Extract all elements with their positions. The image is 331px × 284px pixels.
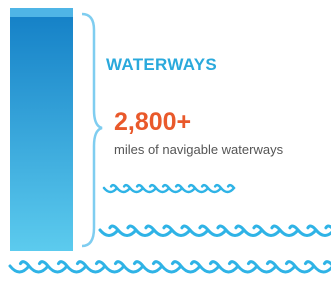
wave [100,226,331,235]
page: WATERWAYS 2,800+ miles of navigable wate… [0,0,331,284]
brace [82,14,102,246]
wave [10,262,331,272]
water-column [10,8,73,251]
wave [104,185,234,192]
water-column-top [10,8,73,17]
caption: miles of navigable waterways [114,142,283,157]
heading: WATERWAYS [106,55,217,75]
stat: 2,800+ [114,108,191,137]
